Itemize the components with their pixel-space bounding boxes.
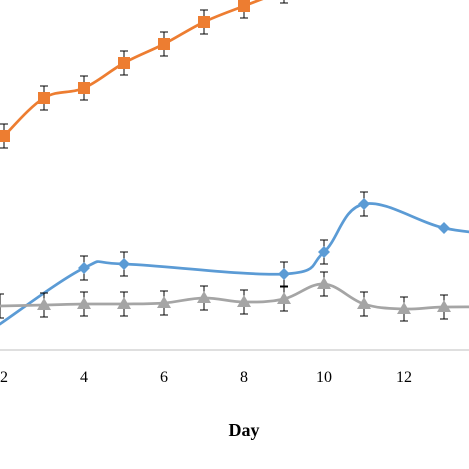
x-axis-title: Day (229, 420, 260, 440)
x-tick-label: 6 (160, 369, 168, 386)
data-point (77, 297, 91, 309)
x-tick-labels: 2 4 6 8 10 12 (0, 369, 412, 386)
series-diamond (0, 191, 469, 326)
data-point (318, 246, 330, 258)
data-point (438, 222, 450, 234)
data-point (237, 295, 251, 307)
data-point (357, 297, 371, 309)
data-point (238, 0, 250, 12)
series-line (2, 0, 264, 138)
x-tick-label: 12 (396, 369, 412, 386)
data-point (157, 296, 171, 308)
series-square (0, 0, 288, 149)
data-point (118, 57, 130, 69)
data-point (118, 258, 130, 270)
data-point (117, 297, 131, 309)
data-point (37, 298, 51, 310)
data-point (277, 292, 291, 304)
data-point (197, 291, 211, 303)
data-point (397, 302, 411, 314)
series-layer (0, 0, 469, 326)
data-point (158, 38, 170, 50)
x-tick-label: 10 (316, 369, 332, 386)
data-point (78, 82, 90, 94)
data-point (358, 198, 370, 210)
x-tick-label: 8 (240, 369, 248, 386)
data-point (437, 300, 451, 312)
series-line (0, 202, 469, 326)
data-point (78, 262, 90, 274)
data-point (317, 277, 331, 289)
series-line (0, 282, 469, 311)
x-tick-label: 4 (80, 369, 88, 386)
data-point (38, 92, 50, 104)
data-point (0, 130, 10, 142)
data-point (278, 268, 290, 280)
x-tick-label: 2 (0, 369, 8, 386)
data-point (198, 16, 210, 28)
series-triangle (0, 271, 469, 322)
